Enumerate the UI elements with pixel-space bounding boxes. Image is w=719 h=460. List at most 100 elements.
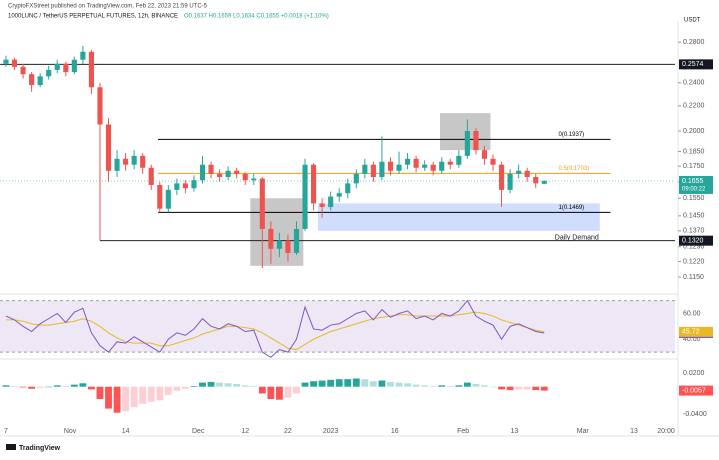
macd-bar [147,386,155,402]
macd-bar [523,386,531,390]
macd-bar [412,384,420,387]
candle-body [46,69,52,77]
macd-bar [455,385,463,387]
candle-body [88,51,94,88]
y-tick-label: 0.1150 [683,274,704,281]
candle-body [131,155,137,165]
candle-body [473,130,479,151]
macd-bar [446,386,454,387]
macd-bar [199,382,206,387]
candle-body [208,164,214,174]
macd-bar [19,386,27,388]
candle-body [20,66,26,75]
x-tick-label: 13 [510,428,518,435]
level-tag: 0.1320 [682,238,704,245]
candle-body [396,164,402,171]
macd-bar [318,380,326,387]
macd-bar [70,384,78,387]
candle-body [148,167,154,185]
macd-bar [79,383,87,387]
candle-body [405,158,411,165]
candle-body [413,158,419,168]
candle-body [311,164,317,204]
macd-bar [395,382,403,387]
zone-label: Daily Demand [555,235,599,242]
macd-bar [335,379,343,387]
macd-tag: -0.0057 [682,387,706,394]
macd-bar [404,383,411,387]
macd-bar [241,385,249,387]
brand: TradingView [19,445,61,452]
ohlc: O0.1637 H0.1659 L0.1634 C0.1655 +0.0018 … [184,14,329,20]
macd-bar [36,386,44,389]
macd-bar [489,386,497,388]
candle-body [387,161,394,171]
level-tag-bg [679,235,713,246]
macd-bar [421,385,429,387]
candle-body [114,158,120,171]
macd-bar [224,383,232,387]
indicator-line [5,311,545,351]
x-tick-label: 12 [241,428,249,435]
candle-body [97,87,103,125]
macd-bar [53,385,61,387]
macd-bar [113,386,121,413]
macd-bar [62,386,70,387]
candle-body [293,228,300,253]
candle-body [498,164,505,190]
candle-body [217,173,223,178]
candle-body [165,189,171,209]
macd-bar [122,386,130,412]
zone-box [317,203,600,231]
candle-body [507,173,513,190]
candle-body [11,59,18,67]
level-tag: 0.2574 [682,61,704,68]
macd-bar [438,385,446,387]
y-tick-label: 0.2200 [683,103,705,110]
candle-body [439,161,445,171]
x-tick-label: 14 [122,428,130,435]
macd-bar [532,386,540,391]
indicator-tag-bg [679,326,713,337]
y-tick-label: 0.2800 [683,39,705,46]
indicator-line [5,299,545,358]
macd-bar [45,386,53,388]
macd-bar [481,385,488,387]
macd-bar [293,386,300,394]
candle-body [464,130,470,156]
macd-bar [173,386,181,391]
macd-bar [472,383,480,387]
x-tick-label: 7 [4,428,8,435]
publisher: CryptoFXStreet published on TradingView.… [8,4,208,10]
candle-body [302,164,308,229]
macd-bar [164,386,172,395]
candle-body [379,161,385,178]
macd-bar [352,378,360,387]
candle-body [345,183,351,194]
macd-bar [2,385,10,387]
candle-body [533,177,539,184]
candle-body [191,180,197,189]
candle-body [481,150,488,159]
candle-body [54,63,60,70]
macd-bar [216,382,224,387]
candle-body [268,228,274,249]
candle-body [422,164,428,168]
price-tag-bg [679,175,713,194]
y-tick-label: 0.0200 [683,370,705,377]
macd-bar [310,381,317,387]
candle-body [199,164,206,181]
candle-body [259,178,265,229]
macd-tag-bg [679,385,713,396]
x-tick-label: Dec [192,428,205,435]
candle-body [174,183,180,190]
candle-body [430,164,436,171]
x-tick-label: 13 [630,428,638,435]
x-tick-label: 20:00 [657,428,675,435]
candle-body [456,155,462,165]
macd-bar [327,379,335,387]
logo: TradingView [6,444,61,452]
y-tick-label: 0.1450 [683,213,705,220]
macd-bar [105,386,112,409]
